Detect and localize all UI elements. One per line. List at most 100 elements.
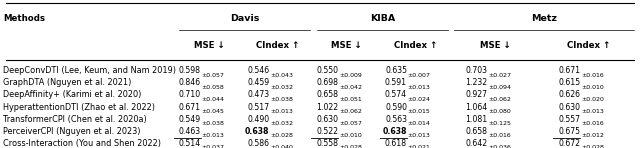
Text: ±0.094: ±0.094 xyxy=(488,85,511,90)
Text: MSE ↓: MSE ↓ xyxy=(332,41,362,50)
Text: ±0.125: ±0.125 xyxy=(488,121,511,126)
Text: ±0.057: ±0.057 xyxy=(202,73,224,78)
Text: ±0.016: ±0.016 xyxy=(488,133,511,138)
Text: 0.557: 0.557 xyxy=(558,115,580,124)
Text: 1.022: 1.022 xyxy=(316,103,339,111)
Text: 0.703: 0.703 xyxy=(465,66,488,75)
Text: 0.473: 0.473 xyxy=(248,90,269,99)
Text: ±0.007: ±0.007 xyxy=(408,73,431,78)
Text: 0.490: 0.490 xyxy=(248,115,269,124)
Text: GraphDTA (Nguyen et al. 2021): GraphDTA (Nguyen et al. 2021) xyxy=(3,78,132,87)
Text: ±0.038: ±0.038 xyxy=(202,121,224,126)
Text: 0.630: 0.630 xyxy=(558,103,580,111)
Text: ±0.062: ±0.062 xyxy=(488,97,511,102)
Text: PerceiverCPI (Nguyen et al. 2023): PerceiverCPI (Nguyen et al. 2023) xyxy=(3,127,141,136)
Text: ±0.027: ±0.027 xyxy=(488,73,511,78)
Text: Metz: Metz xyxy=(531,14,557,23)
Text: ±0.012: ±0.012 xyxy=(581,133,604,138)
Text: 0.590: 0.590 xyxy=(385,103,407,111)
Text: ±0.032: ±0.032 xyxy=(270,121,293,126)
Text: ±0.036: ±0.036 xyxy=(488,145,511,148)
Text: 1.081: 1.081 xyxy=(465,115,488,124)
Text: 0.671: 0.671 xyxy=(179,103,201,111)
Text: 0.459: 0.459 xyxy=(248,78,269,87)
Text: 0.642: 0.642 xyxy=(465,139,488,148)
Text: ±0.013: ±0.013 xyxy=(581,109,604,114)
Text: 0.671: 0.671 xyxy=(558,66,580,75)
Text: 0.514: 0.514 xyxy=(179,139,201,148)
Text: ±0.013: ±0.013 xyxy=(270,109,293,114)
Text: ±0.009: ±0.009 xyxy=(339,73,362,78)
Text: ±0.051: ±0.051 xyxy=(339,97,362,102)
Text: ±0.015: ±0.015 xyxy=(408,109,431,114)
Text: ±0.032: ±0.032 xyxy=(270,85,293,90)
Text: 0.586: 0.586 xyxy=(248,139,269,148)
Text: MSE ↓: MSE ↓ xyxy=(481,41,511,50)
Text: TransformerCPI (Chen et al. 2020a): TransformerCPI (Chen et al. 2020a) xyxy=(3,115,147,124)
Text: 0.549: 0.549 xyxy=(179,115,201,124)
Text: ±0.080: ±0.080 xyxy=(488,109,511,114)
Text: Davis: Davis xyxy=(230,14,259,23)
Text: 0.658: 0.658 xyxy=(316,90,339,99)
Text: 0.517: 0.517 xyxy=(248,103,269,111)
Text: 0.522: 0.522 xyxy=(316,127,339,136)
Text: ±0.013: ±0.013 xyxy=(408,85,431,90)
Text: 0.574: 0.574 xyxy=(385,90,407,99)
Text: 0.591: 0.591 xyxy=(385,78,407,87)
Text: 0.618: 0.618 xyxy=(385,139,407,148)
Text: ±0.013: ±0.013 xyxy=(408,133,431,138)
Text: ±0.028: ±0.028 xyxy=(581,145,604,148)
Text: DeepAffinity+ (Karimi et al. 2020): DeepAffinity+ (Karimi et al. 2020) xyxy=(3,90,141,99)
Text: 0.615: 0.615 xyxy=(558,78,580,87)
Text: ±0.010: ±0.010 xyxy=(339,133,362,138)
Text: ±0.042: ±0.042 xyxy=(339,85,362,90)
Text: 0.710: 0.710 xyxy=(179,90,201,99)
Text: 0.626: 0.626 xyxy=(558,90,580,99)
Text: 0.563: 0.563 xyxy=(385,115,407,124)
Text: 1.064: 1.064 xyxy=(465,103,488,111)
Text: ±0.044: ±0.044 xyxy=(202,97,225,102)
Text: ±0.045: ±0.045 xyxy=(202,109,224,114)
Text: 0.698: 0.698 xyxy=(316,78,339,87)
Text: 0.672: 0.672 xyxy=(558,139,580,148)
Text: KIBA: KIBA xyxy=(370,14,395,23)
Text: ±0.021: ±0.021 xyxy=(408,145,431,148)
Text: 0.658: 0.658 xyxy=(465,127,488,136)
Text: HyperattentionDTI (Zhao et al. 2022): HyperattentionDTI (Zhao et al. 2022) xyxy=(3,103,155,111)
Text: 0.630: 0.630 xyxy=(316,115,339,124)
Text: ±0.020: ±0.020 xyxy=(581,97,604,102)
Text: ±0.040: ±0.040 xyxy=(270,145,293,148)
Text: CIndex ↑: CIndex ↑ xyxy=(256,41,300,50)
Text: Cross-Interaction (You and Shen 2022): Cross-Interaction (You and Shen 2022) xyxy=(3,139,161,148)
Text: ±0.014: ±0.014 xyxy=(408,121,431,126)
Text: ±0.043: ±0.043 xyxy=(270,73,293,78)
Text: ±0.062: ±0.062 xyxy=(339,109,362,114)
Text: 0.546: 0.546 xyxy=(248,66,269,75)
Text: MSE ↓: MSE ↓ xyxy=(194,41,225,50)
Text: ±0.057: ±0.057 xyxy=(339,121,362,126)
Text: 0.638: 0.638 xyxy=(383,127,407,136)
Text: 0.638: 0.638 xyxy=(245,127,269,136)
Text: CIndex ↑: CIndex ↑ xyxy=(394,41,437,50)
Text: ±0.024: ±0.024 xyxy=(408,97,431,102)
Text: 0.463: 0.463 xyxy=(179,127,201,136)
Text: ±0.058: ±0.058 xyxy=(202,85,224,90)
Text: DeepConvDTI (Lee, Keum, and Nam 2019): DeepConvDTI (Lee, Keum, and Nam 2019) xyxy=(3,66,176,75)
Text: ±0.038: ±0.038 xyxy=(270,97,293,102)
Text: 0.598: 0.598 xyxy=(179,66,201,75)
Text: ±0.016: ±0.016 xyxy=(581,121,604,126)
Text: ±0.013: ±0.013 xyxy=(202,133,224,138)
Text: CIndex ↑: CIndex ↑ xyxy=(567,41,610,50)
Text: 0.635: 0.635 xyxy=(385,66,407,75)
Text: 0.550: 0.550 xyxy=(316,66,339,75)
Text: ±0.028: ±0.028 xyxy=(339,145,362,148)
Text: Methods: Methods xyxy=(3,14,45,23)
Text: 0.846: 0.846 xyxy=(179,78,201,87)
Text: 1.232: 1.232 xyxy=(465,78,488,87)
Text: 0.927: 0.927 xyxy=(465,90,488,99)
Text: ±0.010: ±0.010 xyxy=(581,85,604,90)
Text: ±0.028: ±0.028 xyxy=(270,133,293,138)
Text: 0.675: 0.675 xyxy=(558,127,580,136)
Text: ±0.016: ±0.016 xyxy=(581,73,604,78)
Text: 0.558: 0.558 xyxy=(316,139,339,148)
